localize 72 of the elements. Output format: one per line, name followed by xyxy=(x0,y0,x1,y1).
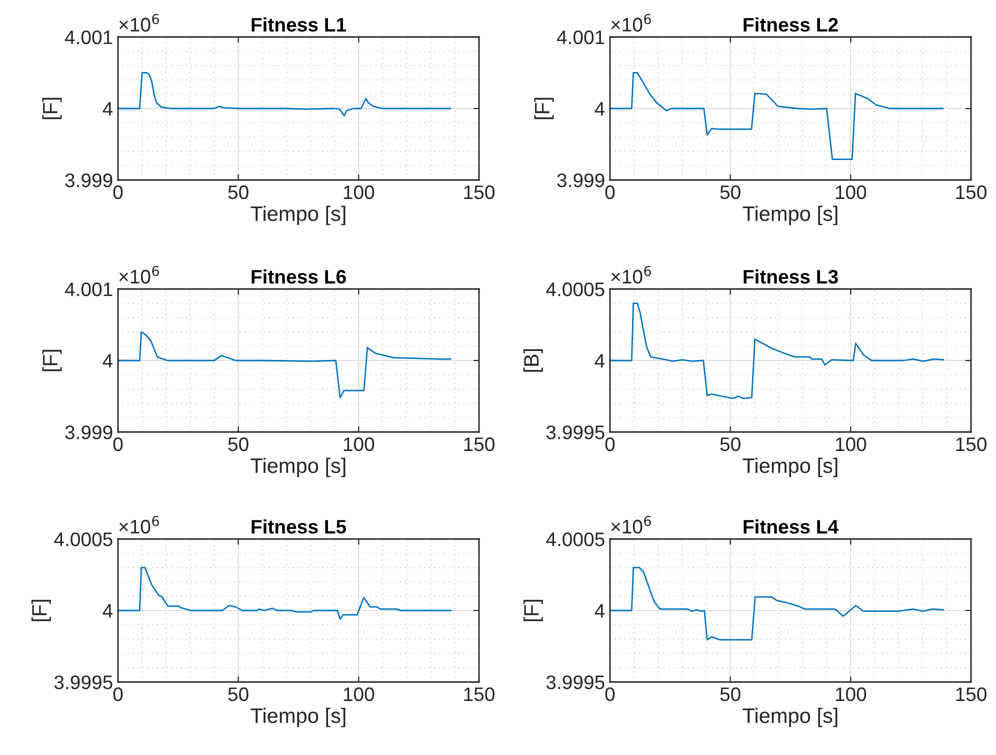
y-tick-label: 3.9995 xyxy=(546,425,604,440)
text: ×10$^{6}$ xyxy=(611,516,651,534)
chart-title: Fitness L6 xyxy=(252,269,346,284)
y-tick-label: 4 xyxy=(594,102,605,116)
x-axis-title: Tiempo [s] xyxy=(742,458,838,478)
text: ×10$^{6}$ xyxy=(119,266,159,284)
x-tick-label: 50 xyxy=(228,185,248,200)
x-tick-label: 0 xyxy=(113,687,123,702)
chart-title: Fitness L3 xyxy=(744,269,838,284)
x-tick-label: 0 xyxy=(605,687,615,702)
x-tick-label: 150 xyxy=(956,185,986,200)
x-tick-label: 150 xyxy=(464,687,494,702)
x-axis-title: Tiempo [s] xyxy=(742,206,838,226)
x-tick-label: 150 xyxy=(464,185,494,200)
y-tick-label: 3.9995 xyxy=(54,675,112,690)
y-tick-label: 4 xyxy=(594,604,605,618)
y-tick-label: 3.999 xyxy=(65,425,112,440)
chart-title: Fitness L5 xyxy=(252,519,346,534)
x-tick-label: 50 xyxy=(720,687,740,702)
x-tick-label: 0 xyxy=(605,185,615,200)
y-tick-label: 4.0005 xyxy=(546,532,604,546)
x-tick-label: 150 xyxy=(464,437,494,452)
y-axis-title: [F] xyxy=(534,98,554,120)
y-tick-label: 4 xyxy=(102,102,113,116)
line-series xyxy=(118,72,451,116)
line-series xyxy=(118,566,452,620)
x-tick-label: 150 xyxy=(956,687,986,702)
chart-title: Fitness L2 xyxy=(744,17,838,32)
line-series xyxy=(610,72,944,160)
y-tick-label: 4 xyxy=(594,354,605,368)
x-tick-label: 50 xyxy=(720,185,740,200)
x-tick-label: 100 xyxy=(344,687,374,702)
y-tick-label: 4.0005 xyxy=(54,532,112,546)
x-tick-label: 100 xyxy=(836,437,866,452)
y-tick-label: 4 xyxy=(102,354,113,368)
line-series xyxy=(610,566,944,641)
x-axis-title: Tiempo [s] xyxy=(250,206,346,226)
chart-title: Fitness L4 xyxy=(744,519,838,534)
x-tick-label: 150 xyxy=(956,437,986,452)
line-series xyxy=(118,331,452,398)
x-axis-title: Tiempo [s] xyxy=(250,708,346,728)
y-tick-label: 4.001 xyxy=(556,30,604,44)
y-tick-label: 4.0005 xyxy=(546,282,604,296)
y-tick-label: 4.001 xyxy=(64,282,112,296)
x-tick-label: 50 xyxy=(720,437,740,452)
y-tick-label: 4.001 xyxy=(64,30,112,44)
text: ×10$^{6}$ xyxy=(611,266,651,284)
y-tick-label: 3.999 xyxy=(557,173,604,188)
x-axis-title: Tiempo [s] xyxy=(250,458,346,478)
x-axis-title: Tiempo [s] xyxy=(742,708,838,728)
x-tick-label: 100 xyxy=(344,185,374,200)
text: ×10$^{6}$ xyxy=(119,14,159,32)
y-axis-title: [F] xyxy=(42,350,62,372)
y-tick-label: 3.999 xyxy=(65,173,112,188)
x-tick-label: 50 xyxy=(228,437,248,452)
text: ×10$^{6}$ xyxy=(119,516,159,534)
x-tick-label: 0 xyxy=(605,437,615,452)
text: ×10$^{6}$ xyxy=(611,14,651,32)
x-tick-label: 100 xyxy=(836,185,866,200)
x-tick-label: 0 xyxy=(113,185,123,200)
x-tick-label: 50 xyxy=(228,687,248,702)
y-axis-title: [F] xyxy=(31,600,51,622)
x-tick-label: 100 xyxy=(344,437,374,452)
y-tick-label: 4 xyxy=(102,604,113,618)
y-axis-title: [F] xyxy=(42,98,62,120)
x-tick-label: 100 xyxy=(836,687,866,702)
line-series xyxy=(610,302,944,400)
x-tick-label: 0 xyxy=(113,437,123,452)
y-axis-title: [B] xyxy=(523,349,543,372)
chart-title: Fitness L1 xyxy=(252,17,346,32)
y-tick-label: 3.9995 xyxy=(546,675,604,690)
y-axis-title: [F] xyxy=(523,600,543,622)
